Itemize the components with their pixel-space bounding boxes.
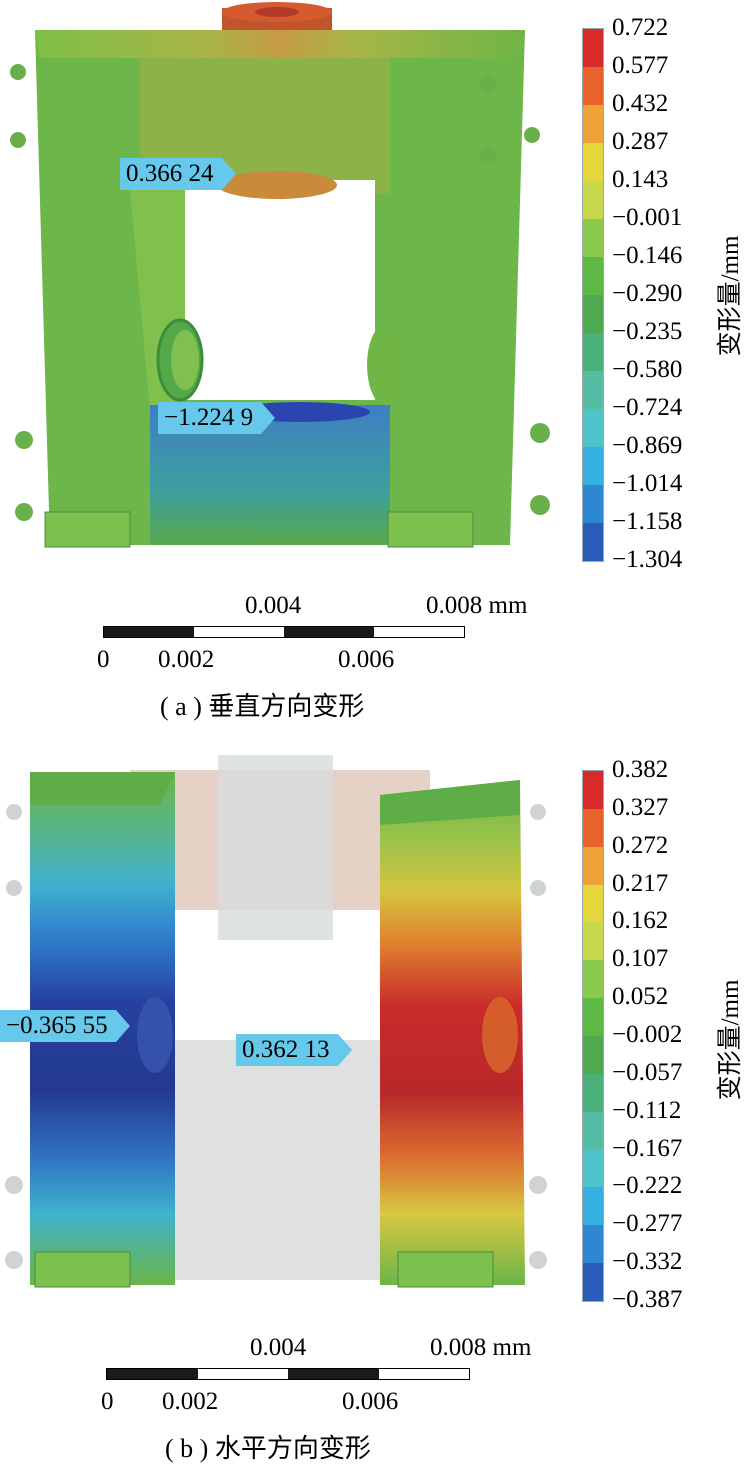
colorbar-tick-label: 0.272 xyxy=(612,831,669,859)
colorbar-tick-label: 0.722 xyxy=(612,14,669,41)
colorbar-tick-label: 0.287 xyxy=(612,128,669,155)
colorbar-tick-label: −1.304 xyxy=(612,546,683,573)
left-foot xyxy=(34,1251,131,1288)
scale-tick-top-end: 0.008 mm xyxy=(426,592,528,619)
scale-tick-top-end: 0.008 mm xyxy=(430,1334,532,1361)
colorbar-segment xyxy=(583,771,603,809)
colorbar-tick-label: 0.327 xyxy=(612,793,669,821)
upper-roll xyxy=(217,171,337,199)
scale-tick-bottom-start: 0 xyxy=(101,1388,114,1415)
colorbar-segment xyxy=(583,1073,603,1112)
vertical-deformation-model xyxy=(10,2,550,548)
colorbar-tick-label: −0.290 xyxy=(612,280,683,307)
left-foot xyxy=(44,511,131,548)
colorbar-segment xyxy=(583,219,603,257)
scale-tick-bottom-q3: 0.006 xyxy=(342,1388,399,1415)
colorbar-segment xyxy=(583,846,603,885)
scale-tick-bottom-q1: 0.002 xyxy=(158,646,215,673)
colorbar-segment xyxy=(583,295,603,333)
colorbar-tick-label: −1.158 xyxy=(612,508,683,535)
max-value-callout: 0.366 24 xyxy=(120,158,235,190)
colorbar-segment xyxy=(583,523,603,561)
max-value-callout: 0.362 13 xyxy=(236,1034,351,1066)
colorbar-tick-label: 0.432 xyxy=(612,90,669,117)
horizontal-deformation-model xyxy=(5,755,547,1288)
lower-crossbar xyxy=(150,1040,400,1280)
colorbar-segment xyxy=(583,960,603,999)
colorbar-tick-label: 0.107 xyxy=(612,945,669,973)
deformation-colorbar xyxy=(582,770,604,1302)
colorbar-tick-label: −0.002 xyxy=(612,1021,683,1048)
scale-bar xyxy=(103,626,465,638)
scale-tick-bottom-start: 0 xyxy=(97,646,110,673)
colorbar-tick-label: −0.332 xyxy=(612,1248,683,1276)
scale-tick-bottom-q3: 0.006 xyxy=(338,646,395,673)
colorbar-tick-label: 0.143 xyxy=(612,166,669,193)
colorbar-tick-label: 0.217 xyxy=(612,869,669,897)
colorbar-tick-label: −0.580 xyxy=(612,356,683,383)
colorbar-segment xyxy=(583,143,603,181)
right-hole xyxy=(482,997,518,1073)
colorbar-unit-label: 变形量/mm xyxy=(717,235,744,357)
colorbar-segment xyxy=(583,1262,603,1301)
colorbar-tick-label: −0.235 xyxy=(612,318,683,345)
colorbar-segment xyxy=(583,1149,603,1188)
colorbar-tick-label: −0.724 xyxy=(612,394,683,421)
colorbar-tick-label: −1.014 xyxy=(612,470,683,497)
colorbar-segment xyxy=(583,1035,603,1074)
colorbar-tick-label: −0.112 xyxy=(612,1096,682,1124)
colorbar-segment xyxy=(583,922,603,961)
upper-roll xyxy=(218,755,333,940)
scale-tick-bottom-q1: 0.002 xyxy=(162,1388,219,1415)
colorbar-tick-label: −0.869 xyxy=(612,432,683,459)
right-column xyxy=(380,780,525,1285)
colorbar-segment xyxy=(583,485,603,523)
panel-caption: ( b ) 水平方向变形 xyxy=(165,1434,371,1463)
min-value-callout: −1.224 9 xyxy=(158,402,276,434)
colorbar-tick-label: 0.577 xyxy=(612,52,669,79)
min-value-callout: −0.365 55 xyxy=(0,1010,130,1042)
colorbar-tick-label: −0.146 xyxy=(612,242,683,269)
bolt xyxy=(6,804,22,820)
colorbar-segment xyxy=(583,371,603,409)
colorbar-tick-label: −0.222 xyxy=(612,1172,683,1200)
bolt xyxy=(10,64,26,80)
colorbar-tick-label: 0.162 xyxy=(612,907,669,935)
colorbar-tick-label: −0.167 xyxy=(612,1134,683,1162)
colorbar-tick-label: −0.057 xyxy=(612,1058,683,1086)
scale-tick-top-mid: 0.004 xyxy=(250,1334,307,1361)
panel-vertical-deformation: 0.366 24 −1.224 9 0.722 0.577 0.432 0.287 0.… xyxy=(10,2,744,721)
colorbar-segment xyxy=(583,67,603,105)
scale-bar xyxy=(106,1368,470,1380)
panel-horizontal-deformation: −0.365 55 0.362 13 0.382 0.327 0.272 0.217 0… xyxy=(0,740,746,1480)
panel-caption: ( a ) 垂直方向变形 xyxy=(160,692,365,721)
colorbar-segment xyxy=(583,1187,603,1226)
colorbar-segment xyxy=(583,105,603,143)
colorbar-segment xyxy=(583,29,603,67)
colorbar-segment xyxy=(583,1225,603,1263)
right-foot xyxy=(397,1251,494,1288)
deformation-colorbar xyxy=(582,28,604,562)
colorbar-segment xyxy=(583,998,603,1036)
colorbar-tick-label: −0.387 xyxy=(612,1286,683,1313)
colorbar-segment xyxy=(583,808,603,847)
colorbar-segment xyxy=(583,884,603,923)
colorbar-segment xyxy=(583,333,603,371)
left-hole xyxy=(137,997,173,1073)
colorbar-segment xyxy=(583,257,603,295)
right-hole xyxy=(367,325,403,405)
colorbar-segment xyxy=(583,409,603,447)
colorbar-unit-label: 变形量/mm xyxy=(717,979,744,1101)
colorbar-segment xyxy=(583,1111,603,1150)
frame-window xyxy=(185,180,375,400)
colorbar-segment xyxy=(583,181,603,219)
colorbar-tick-label: 0.052 xyxy=(612,983,669,1011)
colorbar-segment xyxy=(583,447,603,485)
scale-tick-top-mid: 0.004 xyxy=(245,592,302,619)
right-foot xyxy=(387,511,474,548)
colorbar-tick-label: −0.001 xyxy=(612,204,683,231)
colorbar-tick-label: −0.277 xyxy=(612,1210,683,1238)
colorbar-tick-label: 0.382 xyxy=(612,756,669,783)
